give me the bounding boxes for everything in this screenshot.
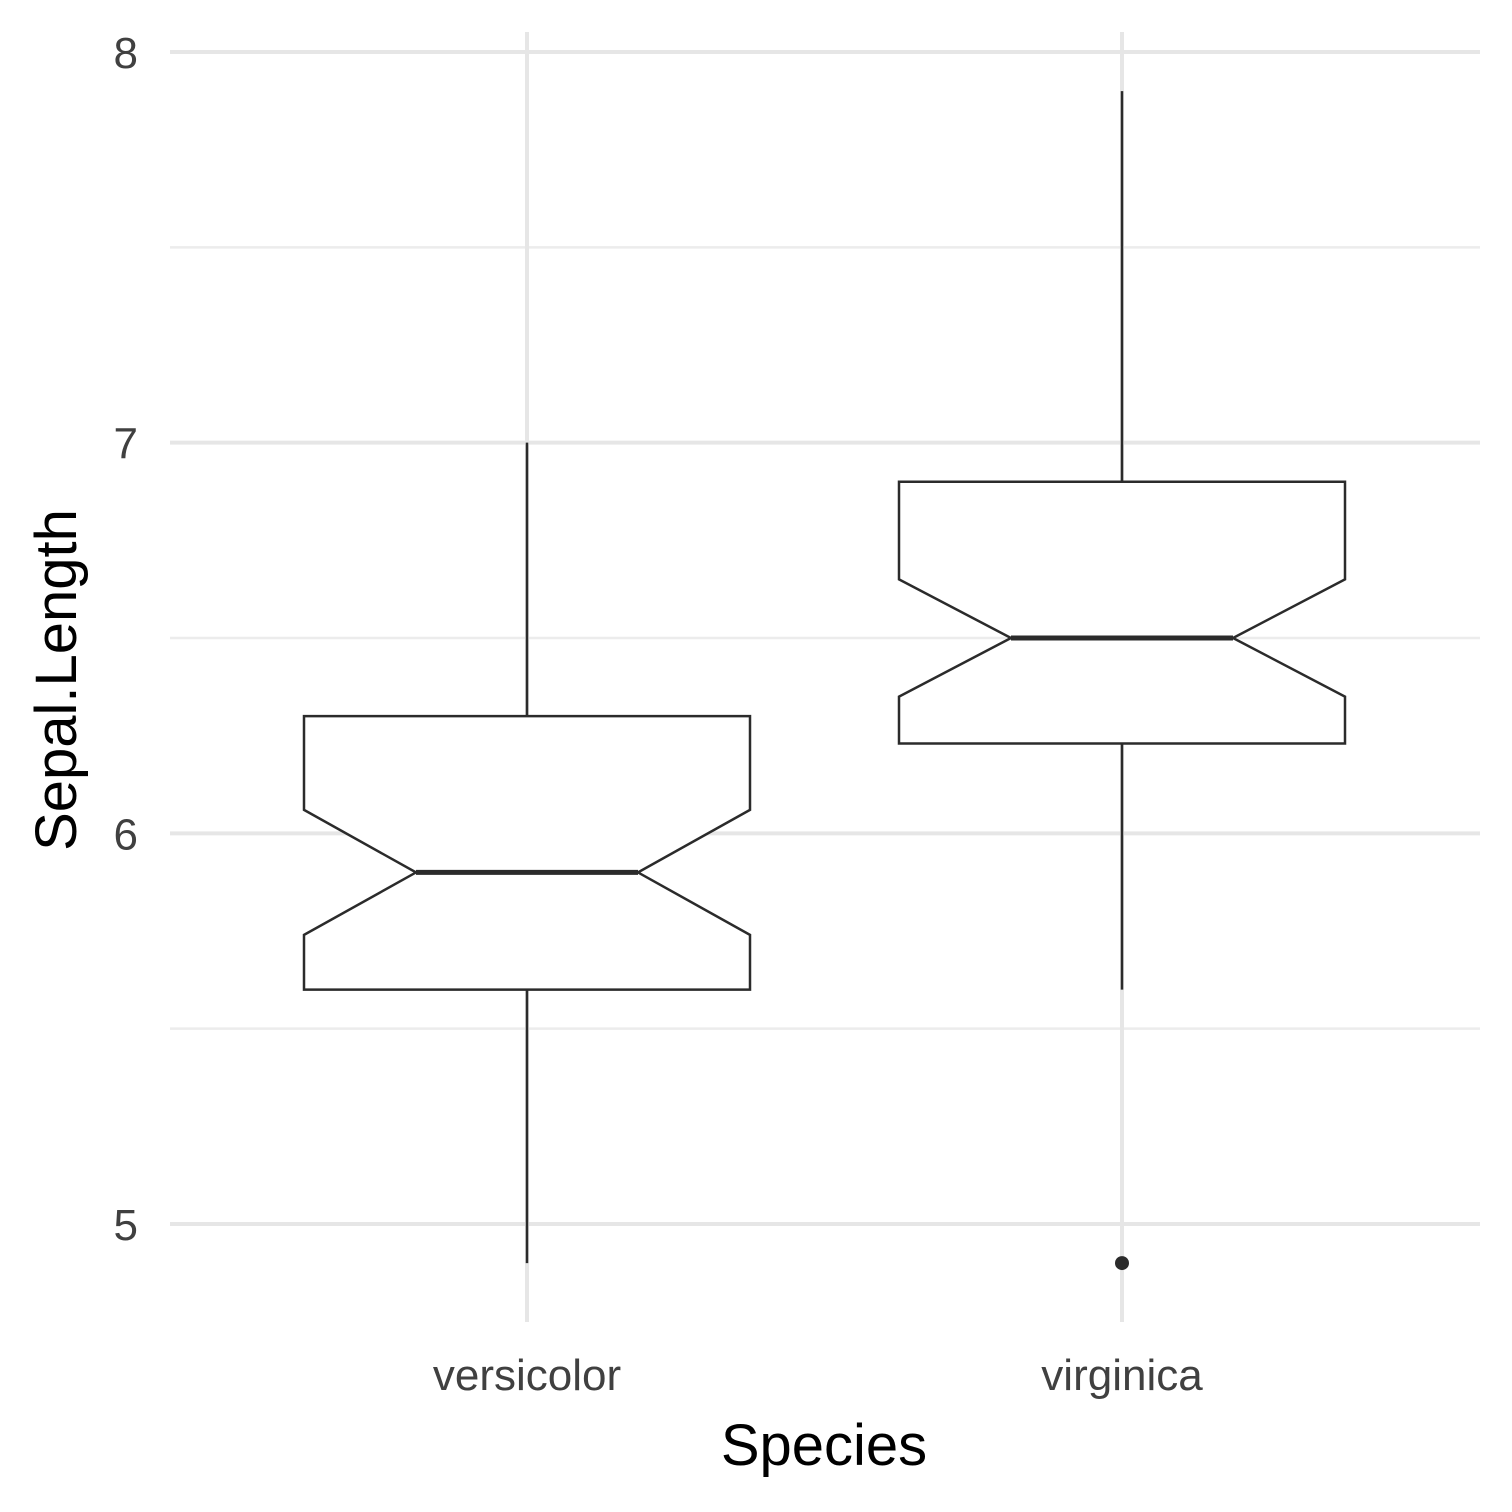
- y-tick-label: 5: [114, 1201, 138, 1250]
- x-tick-label: virginica: [1041, 1351, 1203, 1400]
- y-axis-title: Sepal.Length: [24, 509, 89, 851]
- box-virginica: [897, 480, 1347, 745]
- outlier-point: [1115, 1256, 1129, 1271]
- box-versicolor: [302, 714, 752, 991]
- y-tick-label: 6: [114, 810, 138, 859]
- x-axis-title: Species: [721, 1413, 927, 1478]
- y-tick-label: 8: [114, 29, 138, 78]
- tick-labels: 5 6 7 8 versicolor virginica: [114, 29, 1204, 1400]
- x-tick-label: versicolor: [433, 1351, 621, 1400]
- boxes: [302, 91, 1347, 1271]
- y-tick-label: 7: [114, 420, 138, 469]
